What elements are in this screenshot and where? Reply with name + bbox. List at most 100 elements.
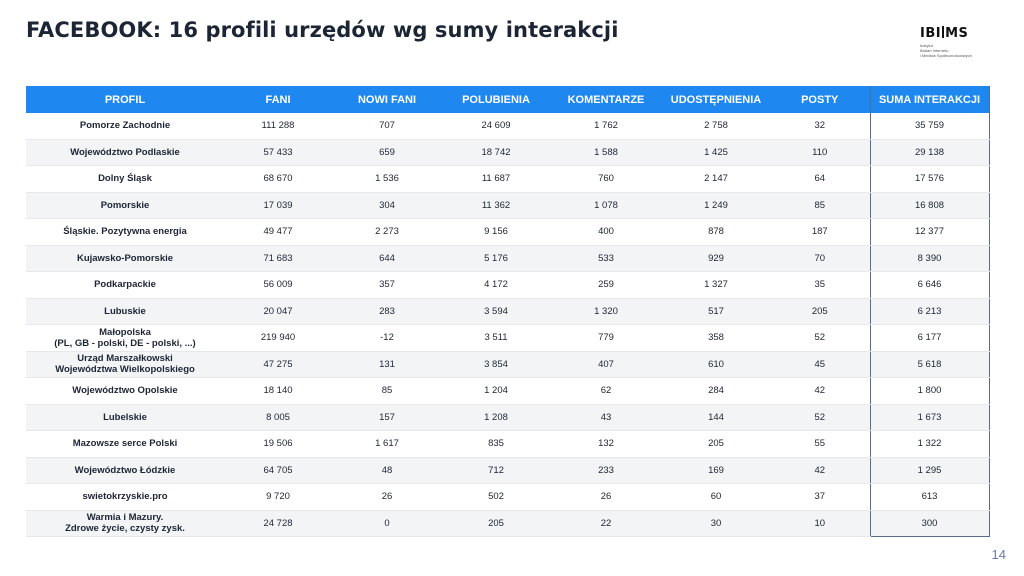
udostepnienia-cell: 929 (662, 245, 770, 272)
posty-cell: 64 (770, 165, 870, 193)
posty-cell: 10 (770, 510, 870, 537)
table-row: Pomorskie 17 039 304 11 362 1 078 1 249 85 16 8… (26, 192, 990, 219)
udostepnienia-cell: 144 (662, 404, 770, 431)
polubienia-cell: 5 176 (442, 245, 550, 272)
komentarze-cell: 26 (550, 483, 662, 511)
header-komentarze: KOMENTARZE (550, 86, 662, 113)
komentarze-cell: 132 (550, 430, 662, 458)
profile-name-line: Województwo Opolskie (72, 385, 178, 397)
posty-cell: 42 (770, 457, 870, 484)
profile-name-line: Małopolska (99, 326, 151, 338)
suma-interakcji-cell: 5 618 (869, 351, 990, 378)
fani-cell: 68 670 (224, 165, 332, 193)
profile-name-line: Województwo Łódzkie (74, 464, 176, 476)
profile-name-cell: swietokrzyskie.pro (26, 483, 224, 511)
polubienia-cell: 11 362 (442, 192, 550, 219)
header-fani: FANI (224, 86, 332, 113)
table-row: Pomorze Zachodnie 111 288 707 24 609 1 762 2 … (26, 113, 990, 140)
table-body: Pomorze Zachodnie 111 288 707 24 609 1 762 2 … (26, 113, 990, 537)
profile-name-line: (PL, GB - polski, DE - polski, ...) (54, 337, 196, 349)
header-nowi-fani: NOWI FANI (332, 86, 442, 113)
komentarze-cell: 1 588 (550, 139, 662, 166)
komentarze-cell: 1 762 (550, 113, 662, 140)
udostepnienia-cell: 2 758 (662, 113, 770, 140)
nowi-fani-cell: 0 (332, 510, 442, 537)
profile-name-cell: Województwo Opolskie (26, 377, 224, 405)
suma-interakcji-cell: 29 138 (869, 139, 990, 166)
posty-cell: 42 (770, 377, 870, 405)
fani-cell: 18 140 (224, 377, 332, 405)
komentarze-cell: 400 (550, 218, 662, 246)
table-row: swietokrzyskie.pro 9 720 26 502 26 60 37 613 (26, 483, 990, 511)
fani-cell: 111 288 (224, 113, 332, 140)
nowi-fani-cell: -12 (332, 324, 442, 352)
ibims-logo: IBI MS Instytut Badań Internetu i Mediów … (920, 26, 1000, 58)
header-posty: POSTY (770, 86, 870, 113)
profile-name-cell: Lubuskie (26, 298, 224, 325)
fani-cell: 57 433 (224, 139, 332, 166)
profile-name-line: Kujawsko-Pomorskie (76, 252, 174, 264)
header-polubienia: POLUBIENIA (442, 86, 550, 113)
posty-cell: 110 (770, 139, 870, 166)
nowi-fani-cell: 48 (332, 457, 442, 484)
profile-name-line: Urząd Marszałkowski (77, 353, 173, 365)
suma-interakcji-cell: 8 390 (869, 245, 990, 272)
posty-cell: 52 (770, 324, 870, 352)
posty-cell: 85 (770, 192, 870, 219)
posty-cell: 37 (770, 483, 870, 511)
udostepnienia-cell: 1 249 (662, 192, 770, 219)
table-row: Śląskie. Pozytywna energia 49 477 2 273 9 1… (26, 218, 990, 246)
fani-cell: 17 039 (224, 192, 332, 219)
table-row: Województwo Opolskie 18 140 85 1 204 62 284 42… (26, 377, 990, 405)
profile-name-line: Śląskie. Pozytywna energia (63, 226, 187, 238)
udostepnienia-cell: 169 (662, 457, 770, 484)
fani-cell: 24 728 (224, 510, 332, 537)
polubienia-cell: 835 (442, 430, 550, 458)
interactions-table: PROFIL FANI NOWI FANI POLUBIENIA KOMENTA… (26, 86, 990, 537)
profile-name-line: Pomorskie (100, 199, 150, 211)
polubienia-cell: 205 (442, 510, 550, 537)
profile-name-cell: Śląskie. Pozytywna energia (26, 218, 224, 246)
table-row: Mazowsze serce Polski 19 506 1 617 835 132 20… (26, 430, 990, 458)
table-row: Województwo Podlaskie 57 433 659 18 742 1 58… (26, 139, 990, 166)
profile-name-cell: Pomorze Zachodnie (26, 113, 224, 140)
table-row: Podkarpackie 56 009 357 4 172 259 1 327 35 6 64… (26, 271, 990, 299)
profile-name-cell: Warmia i Mazury. Zdrowe życie, czysty zys… (26, 510, 224, 537)
posty-cell: 70 (770, 245, 870, 272)
slide-title: FACEBOOK: 16 profili urzędów wg sumy int… (26, 18, 619, 42)
udostepnienia-cell: 878 (662, 218, 770, 246)
polubienia-cell: 3 511 (442, 324, 550, 352)
profile-name-cell: Dolny Śląsk (26, 165, 224, 193)
nowi-fani-cell: 1 617 (332, 430, 442, 458)
profile-name-line: swietokrzyskie.pro (82, 491, 168, 503)
komentarze-cell: 62 (550, 377, 662, 405)
profile-name-cell: Urząd Marszałkowski Województwa Wielkopol… (26, 351, 224, 378)
profile-name-line: Pomorze Zachodnie (79, 120, 171, 132)
polubienia-cell: 712 (442, 457, 550, 484)
suma-interakcji-cell: 300 (869, 510, 990, 537)
polubienia-cell: 24 609 (442, 113, 550, 140)
posty-cell: 32 (770, 113, 870, 140)
nowi-fani-cell: 357 (332, 271, 442, 299)
suma-interakcji-cell: 613 (869, 483, 990, 511)
profile-name-line: Mazowsze serce Polski (72, 438, 178, 450)
komentarze-cell: 22 (550, 510, 662, 537)
polubienia-cell: 1 204 (442, 377, 550, 405)
table-row: Lubelskie 8 005 157 1 208 43 144 52 1 673 (26, 404, 990, 431)
fani-cell: 9 720 (224, 483, 332, 511)
profile-name-line: Zdrowe życie, czysty zysk. (65, 523, 185, 535)
udostepnienia-cell: 2 147 (662, 165, 770, 193)
komentarze-cell: 1 320 (550, 298, 662, 325)
polubienia-cell: 18 742 (442, 139, 550, 166)
fani-cell: 219 940 (224, 324, 332, 352)
profile-name-cell: Mazowsze serce Polski (26, 430, 224, 458)
nowi-fani-cell: 26 (332, 483, 442, 511)
profile-name-line: Lubuskie (104, 305, 146, 317)
suma-interakcji-cell: 17 576 (869, 165, 990, 193)
komentarze-cell: 43 (550, 404, 662, 431)
profile-name-line: Warmia i Mazury. (86, 512, 164, 524)
suma-interakcji-cell: 6 213 (869, 298, 990, 325)
profile-name-line: Województwa Wielkopolskiego (55, 364, 195, 376)
suma-interakcji-cell: 12 377 (869, 218, 990, 246)
polubienia-cell: 11 687 (442, 165, 550, 193)
